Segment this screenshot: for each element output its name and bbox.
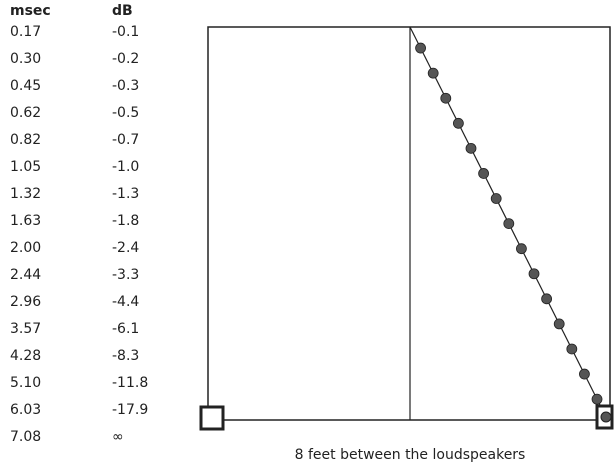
listener-position [600,411,612,423]
table-cell: -2.4 [112,240,139,256]
listener-dot [516,243,527,255]
table-cell: -0.1 [112,24,139,40]
listener-dot [541,293,553,305]
table-cell: 1.32 [10,186,41,202]
caption: 8 feet between the loudspeakers [295,447,526,463]
table-cell: 2.44 [10,267,41,283]
table-cell: -17.9 [112,402,148,418]
table-cell: -3.3 [112,267,139,283]
table-cell: 6.03 [10,402,41,418]
listener-dot [415,42,426,54]
listener-dot [591,393,603,405]
table-cell: -1.0 [112,159,139,175]
column-header: msec [10,3,51,19]
table-cell: 7.08 [10,429,41,445]
table-cell: -6.1 [112,321,139,337]
table-cell: -0.3 [112,78,139,94]
table-cell: -8.3 [112,348,139,364]
listener-dot [465,142,477,154]
listener-dot [490,193,502,204]
table-cell: -0.7 [112,132,139,148]
listener-positions [415,42,603,405]
table-cell: -1.3 [112,186,139,202]
table-cell: -0.2 [112,51,139,67]
table-cell: 0.62 [10,105,41,121]
room-box [207,26,611,421]
listener-dot [579,368,590,380]
table-cell: 2.96 [10,294,41,310]
left-speaker [199,405,225,431]
table-cell: -1.8 [112,213,139,229]
listener-dot [503,218,515,229]
table-cell: 0.17 [10,24,41,40]
table-cell: -0.5 [112,105,139,121]
listener-dot [478,168,489,179]
table-cell: 0.45 [10,78,41,94]
table-cell: 1.05 [10,159,41,175]
table-cell: 5.10 [10,375,41,391]
table-cell: 4.28 [10,348,41,364]
table-cell: 0.30 [10,51,41,67]
listener-dot [528,268,540,280]
listener-dot [440,92,452,104]
table-cell: ∞ [112,429,124,445]
table-cell: 1.63 [10,213,41,229]
table-cell: -11.8 [112,375,148,391]
listener-dot [452,117,464,129]
listener-dot [566,343,578,355]
column-header: dB [112,3,133,19]
listener-dot [553,318,565,330]
table-cell: 0.82 [10,132,41,148]
table-cell: 2.00 [10,240,41,256]
listener-dot [427,67,439,79]
table-cell: 3.57 [10,321,41,337]
table-cell: -4.4 [112,294,139,310]
